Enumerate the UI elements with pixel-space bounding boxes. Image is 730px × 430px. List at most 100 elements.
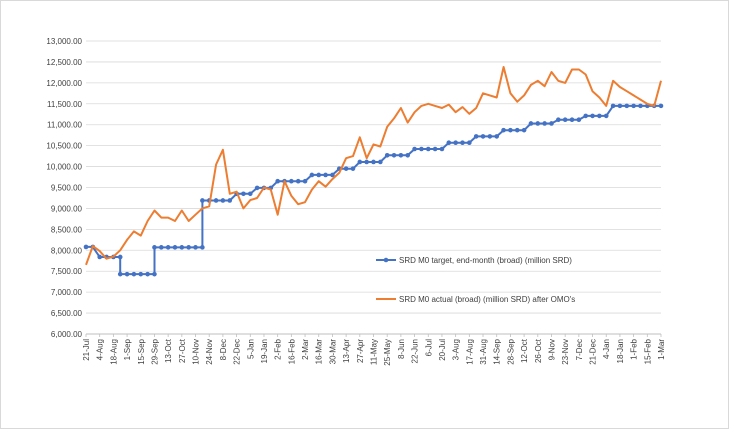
target-data-point bbox=[152, 271, 157, 277]
gridlines bbox=[86, 40, 661, 314]
target-data-point bbox=[542, 121, 547, 126]
target-data-point bbox=[220, 198, 226, 203]
target-data-point bbox=[460, 140, 465, 146]
target-data-point bbox=[254, 185, 260, 191]
target-data-point bbox=[467, 140, 472, 146]
target-data-point bbox=[419, 146, 424, 152]
target-data-point bbox=[357, 159, 363, 165]
y-tick-label: 8,500.00 bbox=[51, 225, 83, 234]
legend-label-actual: SRD M0 actual (broad) (million SRD) afte… bbox=[399, 295, 575, 304]
target-data-point bbox=[446, 140, 452, 146]
x-tick-label: 20-Jul bbox=[438, 339, 447, 361]
target-data-point bbox=[473, 134, 479, 139]
x-tick-label: 13-Apr bbox=[342, 339, 351, 363]
target-data-point bbox=[384, 152, 390, 158]
target-data-point bbox=[200, 198, 205, 203]
y-tick-label: 7,000.00 bbox=[51, 288, 83, 297]
x-tick-label: 27-Oct bbox=[178, 338, 187, 363]
y-tick-label: 10,500.00 bbox=[46, 142, 82, 151]
target-data-point bbox=[432, 146, 438, 152]
target-data-point bbox=[412, 146, 417, 152]
target-data-point bbox=[152, 245, 157, 250]
target-data-point bbox=[521, 127, 527, 133]
x-tick-label: 18-Aug bbox=[109, 339, 118, 365]
x-tick-label: 11-May bbox=[370, 339, 379, 365]
target-data-point bbox=[138, 271, 144, 277]
series-lines bbox=[83, 66, 664, 277]
x-tick-label: 9-Nov bbox=[547, 339, 556, 360]
x-tick-label: 13-Oct bbox=[164, 338, 173, 363]
x-tick-label: 3-Aug bbox=[452, 339, 461, 360]
x-tick-label: 4-Jan bbox=[602, 339, 611, 359]
x-tick-label: 24-Nov bbox=[205, 339, 214, 365]
target-data-point bbox=[302, 178, 308, 184]
x-tick-label: 12-Oct bbox=[520, 338, 529, 363]
target-data-point bbox=[295, 178, 301, 184]
target-data-point bbox=[83, 244, 89, 250]
target-data-point bbox=[371, 159, 376, 165]
target-data-point bbox=[576, 117, 582, 122]
target-data-point bbox=[165, 245, 171, 250]
x-tick-label: 7-Dec bbox=[575, 339, 584, 360]
target-data-point bbox=[583, 113, 589, 119]
x-tick-label: 10-Nov bbox=[192, 339, 201, 365]
target-data-point bbox=[124, 271, 130, 277]
target-data-point bbox=[556, 117, 561, 122]
series-line-target bbox=[86, 104, 661, 276]
x-tick-label: 1-Feb bbox=[630, 338, 639, 359]
target-data-point bbox=[378, 159, 383, 165]
x-tick-label: 15-Sep bbox=[137, 338, 146, 364]
x-tick-label: 27-Apr bbox=[356, 339, 365, 363]
target-data-point bbox=[624, 103, 630, 109]
target-data-point bbox=[610, 103, 616, 109]
y-axis-tick-labels: 6,000.00 6,500.00 7,000.00 7,500.00 8,000.00… bbox=[46, 37, 82, 339]
x-tick-label: 14-Sep bbox=[493, 338, 502, 364]
target-data-point bbox=[289, 178, 294, 184]
target-data-point bbox=[213, 198, 219, 203]
target-data-point bbox=[131, 271, 137, 277]
target-data-point bbox=[323, 172, 328, 178]
series-line-actual bbox=[85, 66, 662, 266]
target-data-point bbox=[398, 152, 404, 158]
target-data-point bbox=[569, 117, 575, 122]
y-tick-label: 8,000.00 bbox=[51, 246, 83, 255]
target-data-point bbox=[439, 146, 445, 152]
target-data-point bbox=[617, 103, 623, 109]
legend: SRD M0 target, end-month (broad) (millio… bbox=[376, 256, 575, 304]
target-data-point bbox=[241, 191, 246, 197]
y-tick-label: 6,000.00 bbox=[51, 330, 83, 339]
target-data-point bbox=[364, 159, 369, 165]
target-data-point bbox=[658, 103, 664, 109]
x-tick-label: 30-Mar bbox=[328, 339, 337, 365]
target-data-point bbox=[172, 245, 178, 250]
target-data-point bbox=[391, 152, 397, 158]
x-tick-label: 31-Aug bbox=[479, 339, 488, 365]
target-data-point bbox=[343, 166, 349, 171]
target-data-point bbox=[508, 127, 513, 133]
target-data-point bbox=[158, 245, 164, 250]
x-tick-label: 26-Oct bbox=[534, 338, 543, 363]
target-data-point bbox=[200, 245, 205, 250]
y-tick-label: 6,500.00 bbox=[51, 309, 83, 318]
target-data-point bbox=[117, 271, 123, 277]
y-tick-label: 13,000.00 bbox=[46, 37, 82, 46]
y-tick-label: 11,000.00 bbox=[47, 121, 83, 130]
x-tick-label: 6-Jul bbox=[424, 339, 433, 357]
x-tick-label: 21-Jul bbox=[82, 339, 91, 361]
x-tick-label: 28-Sep bbox=[506, 338, 515, 364]
target-data-point bbox=[186, 245, 191, 250]
target-data-point bbox=[562, 117, 568, 122]
target-data-point bbox=[494, 134, 500, 139]
target-data-point bbox=[97, 254, 102, 260]
x-axis-tick-labels: 21-Jul 4-Aug 18-Aug 1-Sep 15-Sep 29-Sep 13-Oct… bbox=[82, 338, 666, 365]
x-tick-label: 23-Nov bbox=[561, 339, 570, 365]
target-data-point bbox=[501, 127, 506, 133]
x-tick-label: 22-Dec bbox=[233, 339, 242, 365]
x-tick-label: 21-Dec bbox=[589, 339, 598, 365]
target-data-point bbox=[330, 172, 335, 178]
y-tick-label: 11,500.00 bbox=[47, 100, 83, 109]
x-tick-label: 22-Jun bbox=[411, 339, 420, 363]
x-tick-label: 1-Mar bbox=[657, 339, 666, 360]
